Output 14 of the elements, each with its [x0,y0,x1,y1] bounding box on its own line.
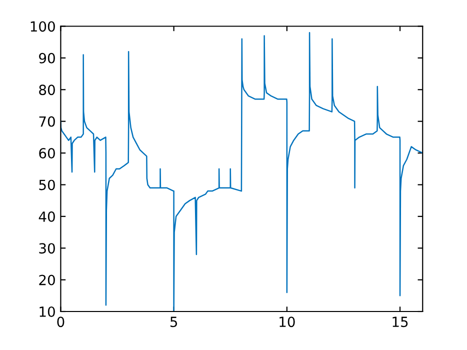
x-tick-label: 15 [392,316,408,328]
x-tick-label: 5 [170,316,178,328]
y-tick-label: 20 [39,274,55,286]
y-tick-label: 60 [39,148,55,158]
y-tick-label: 70 [39,116,55,127]
y-tick-label: 80 [39,84,55,96]
y-tick-label: 90 [39,52,55,64]
y-tick-label: 100 [30,21,55,32]
y-tick-label: 30 [39,243,55,254]
y-tick-label: 10 [40,306,55,317]
y-tick-label: 50 [39,180,55,190]
y-tick-label: 40 [38,211,55,222]
x-tick-label: 10 [280,316,295,328]
x-tick-label: 0 [57,316,64,328]
